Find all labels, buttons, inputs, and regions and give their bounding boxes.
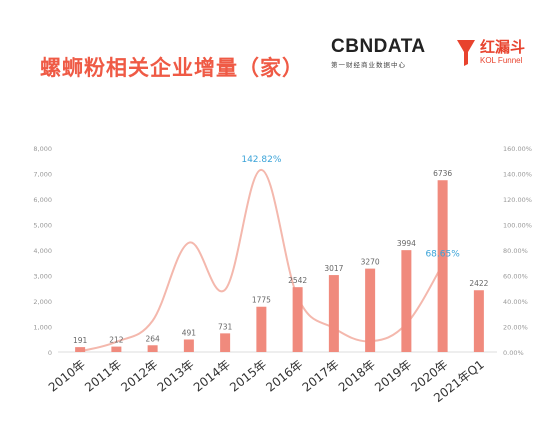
growth-rate-line [79,168,444,353]
bar-2019年 [401,250,412,352]
left-axis-tick-label: 8,000 [33,145,52,153]
right-axis-tick-label: 120.00% [503,196,532,204]
left-axis-tick-label: 6,000 [33,196,52,204]
bar-value-label: 3270 [361,258,380,267]
right-axis-tick-label: 140.00% [503,171,532,179]
bar-2017年 [328,275,339,352]
category-label: 2019年 [372,357,414,394]
chart-title: 螺蛳粉相关企业增量（家） [40,56,304,80]
right-axis-tick-label: 40.00% [503,298,528,306]
left-axis-tick-label: 1,000 [33,324,52,332]
line-annotation-label: 68.65% [425,249,460,259]
bar-value-label: 731 [218,322,233,331]
left-axis-tick-label: 3,000 [33,273,52,281]
bar-value-label: 6736 [433,169,452,178]
category-label: 2016年 [263,357,305,394]
category-label: 2015年 [227,357,269,394]
bar-2011年 [111,346,122,352]
cbndata-logo-text: CBNDATA [331,36,426,57]
kol-funnel-name: 红漏斗 [480,38,526,56]
bar-value-label: 212 [109,336,124,345]
bar-value-label: 264 [145,334,160,343]
kol-funnel-subtitle: KOL Funnel [480,56,523,65]
right-axis-tick-label: 80.00% [503,247,528,255]
left-axis-tick-label: 2,000 [33,298,52,306]
category-label: 2012年 [118,357,160,394]
line-annotation-label: 142.82% [241,155,281,165]
right-axis-tick-label: 0.00% [503,349,524,357]
bar-2013年 [183,339,194,352]
bar-value-label: 3994 [397,239,416,248]
bar-2016年 [292,287,303,352]
left-axis-tick-label: 4,000 [33,247,52,255]
bar-2015年 [256,306,267,352]
bar-2021年Q1 [473,290,484,352]
bar-2020年 [437,180,448,352]
bar-value-label: 491 [182,328,197,337]
bar-value-label: 2422 [469,279,488,288]
right-axis-tick-label: 160.00% [503,145,532,153]
category-label: 2018年 [336,357,378,394]
cbndata-subtitle: 第一财经商业数据中心 [331,61,406,69]
category-label: 2013年 [155,357,197,394]
bar-value-label: 2542 [288,276,307,285]
funnel-icon [457,40,475,66]
left-axis-tick-label: 7,000 [33,171,52,179]
right-axis-tick-label: 20.00% [503,324,528,332]
cbndata-logo: CBNDATA 第一财经商业数据中心 [331,36,427,76]
category-label: 2014年 [191,357,233,394]
right-axis-tick-label: 100.00% [503,222,532,230]
category-label: 2010年 [46,357,88,394]
bar-value-label: 3017 [324,264,343,273]
bar-value-label: 1775 [252,296,271,305]
right-axis-tick-label: 60.00% [503,273,528,281]
category-label: 2011年 [82,357,124,394]
bar-2010年 [75,347,86,352]
bar-2014年 [220,333,231,352]
category-label: 2017年 [300,357,342,394]
bar-value-label: 191 [73,336,88,345]
left-axis-tick-label: 5,000 [33,222,52,230]
bar-2018年 [365,268,376,352]
left-axis-tick-label: 0 [48,349,52,357]
bar-2012年 [147,345,158,352]
kol-funnel-logo: 红漏斗 KOL Funnel [456,36,542,78]
